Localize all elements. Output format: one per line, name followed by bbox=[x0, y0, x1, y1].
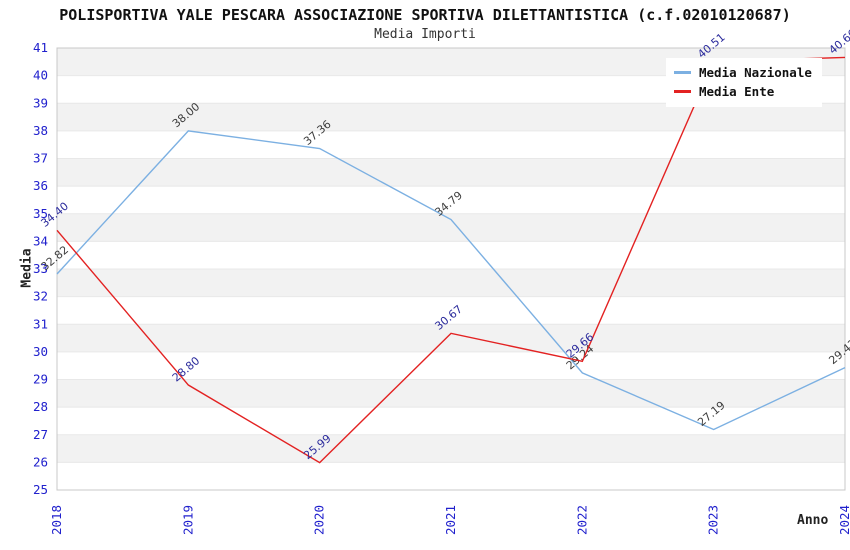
y-tick-label: 32 bbox=[33, 289, 48, 304]
chart-subtitle: Media Importi bbox=[374, 27, 476, 42]
y-tick-label: 38 bbox=[33, 123, 48, 138]
legend-label-nazionale: Media Nazionale bbox=[699, 65, 812, 80]
legend: Media Nazionale Media Ente bbox=[666, 58, 822, 107]
legend-item-nazionale: Media Nazionale bbox=[674, 63, 812, 82]
y-tick-label: 33 bbox=[33, 261, 48, 276]
x-tick-label: 2022 bbox=[574, 505, 589, 535]
x-axis-title: Anno bbox=[797, 513, 829, 528]
y-tick-label: 41 bbox=[33, 40, 48, 55]
x-tick-label: 2024 bbox=[837, 505, 850, 535]
grid-band bbox=[57, 434, 845, 463]
grid-band bbox=[57, 213, 845, 242]
grid-band bbox=[57, 379, 845, 408]
y-tick-label: 39 bbox=[33, 95, 48, 110]
grid-band bbox=[57, 158, 845, 187]
y-tick-label: 31 bbox=[33, 316, 48, 331]
series-line bbox=[56, 130, 846, 431]
y-tick-label: 36 bbox=[33, 178, 48, 193]
legend-swatch-nazionale bbox=[674, 71, 691, 74]
grid-band bbox=[57, 269, 845, 297]
y-axis-title: Media bbox=[19, 248, 35, 288]
x-tick-label: 2023 bbox=[706, 505, 721, 535]
x-tick-label: 2020 bbox=[312, 505, 327, 535]
y-tick-label: 25 bbox=[33, 482, 48, 497]
legend-label-ente: Media Ente bbox=[699, 84, 775, 99]
y-tick-label: 28 bbox=[33, 399, 48, 414]
y-tick-label: 35 bbox=[33, 206, 48, 221]
x-tick-label: 2021 bbox=[443, 505, 458, 535]
y-tick-label: 29 bbox=[33, 372, 48, 387]
x-tick-label: 2019 bbox=[180, 505, 195, 535]
y-tick-label: 26 bbox=[33, 454, 48, 469]
chart-title: POLISPORTIVA YALE PESCARA ASSOCIAZIONE S… bbox=[59, 6, 791, 24]
legend-item-ente: Media Ente bbox=[674, 82, 812, 101]
plot-border bbox=[56, 47, 846, 491]
legend-swatch-ente bbox=[674, 90, 691, 93]
grid-band bbox=[57, 103, 845, 131]
y-tick-label: 37 bbox=[33, 151, 48, 166]
y-tick-label: 34 bbox=[33, 233, 48, 248]
data-label: 40.66 bbox=[827, 27, 850, 57]
y-tick-label: 40 bbox=[33, 68, 48, 83]
y-tick-label: 30 bbox=[33, 344, 48, 359]
y-tick-label: 27 bbox=[33, 427, 48, 442]
grid-band bbox=[57, 324, 845, 352]
x-tick-label: 2018 bbox=[49, 505, 64, 535]
